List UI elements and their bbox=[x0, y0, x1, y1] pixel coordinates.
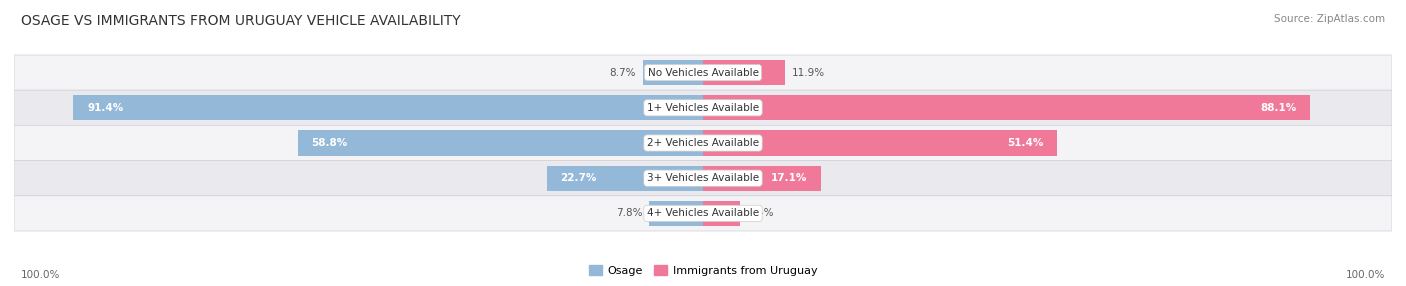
Bar bbox=[703, 166, 821, 191]
FancyBboxPatch shape bbox=[14, 90, 1392, 125]
Text: 100.0%: 100.0% bbox=[1346, 270, 1385, 280]
FancyBboxPatch shape bbox=[14, 196, 1392, 231]
Bar bbox=[703, 60, 785, 85]
Text: 100.0%: 100.0% bbox=[21, 270, 60, 280]
Bar bbox=[650, 201, 703, 226]
Bar bbox=[298, 130, 703, 156]
Bar bbox=[547, 166, 703, 191]
Text: 51.4%: 51.4% bbox=[1007, 138, 1043, 148]
Bar bbox=[703, 130, 1057, 156]
Text: OSAGE VS IMMIGRANTS FROM URUGUAY VEHICLE AVAILABILITY: OSAGE VS IMMIGRANTS FROM URUGUAY VEHICLE… bbox=[21, 14, 461, 28]
Text: 3+ Vehicles Available: 3+ Vehicles Available bbox=[647, 173, 759, 183]
Text: 7.8%: 7.8% bbox=[616, 208, 643, 219]
Legend: Osage, Immigrants from Uruguay: Osage, Immigrants from Uruguay bbox=[583, 261, 823, 280]
Text: 2+ Vehicles Available: 2+ Vehicles Available bbox=[647, 138, 759, 148]
Text: 88.1%: 88.1% bbox=[1260, 103, 1296, 113]
Text: 1+ Vehicles Available: 1+ Vehicles Available bbox=[647, 103, 759, 113]
Bar bbox=[703, 201, 740, 226]
Text: 91.4%: 91.4% bbox=[87, 103, 124, 113]
FancyBboxPatch shape bbox=[14, 55, 1392, 90]
FancyBboxPatch shape bbox=[14, 125, 1392, 161]
Text: 11.9%: 11.9% bbox=[792, 67, 825, 78]
Bar bbox=[73, 95, 703, 120]
Bar bbox=[643, 60, 703, 85]
Text: 58.8%: 58.8% bbox=[312, 138, 347, 148]
Text: 8.7%: 8.7% bbox=[610, 67, 636, 78]
Text: 5.4%: 5.4% bbox=[747, 208, 773, 219]
Text: No Vehicles Available: No Vehicles Available bbox=[648, 67, 758, 78]
FancyBboxPatch shape bbox=[14, 161, 1392, 196]
Text: 17.1%: 17.1% bbox=[770, 173, 807, 183]
Text: Source: ZipAtlas.com: Source: ZipAtlas.com bbox=[1274, 14, 1385, 24]
Text: 22.7%: 22.7% bbox=[561, 173, 596, 183]
Bar bbox=[703, 95, 1310, 120]
Text: 4+ Vehicles Available: 4+ Vehicles Available bbox=[647, 208, 759, 219]
